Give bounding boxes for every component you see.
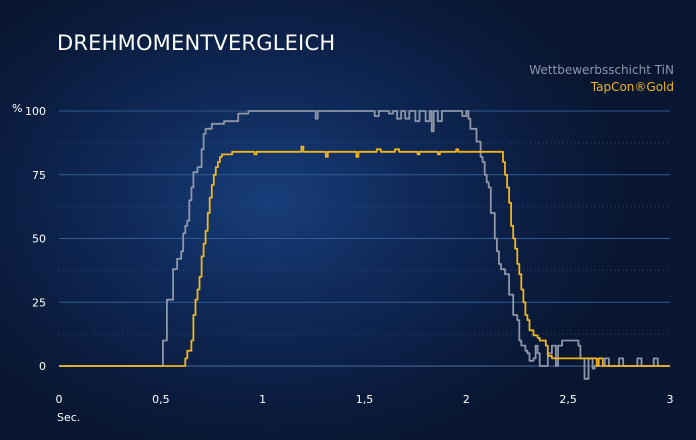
axis-labels: % Sec. 0 25 50 75 100 0 0,5 1 1,5 2 2,5 3 bbox=[12, 102, 674, 424]
x-tick-label: 3 bbox=[667, 393, 674, 406]
y-tick-label: 25 bbox=[32, 296, 46, 309]
series-line-tin bbox=[59, 110, 670, 380]
series-lines bbox=[59, 110, 670, 380]
grid bbox=[59, 110, 670, 367]
x-tick-label: 1,5 bbox=[356, 393, 374, 406]
chart-title: DREHMOMENTVERGLEICH bbox=[57, 31, 336, 55]
x-tick-label: 1 bbox=[259, 393, 266, 406]
y-tick-label: 75 bbox=[32, 169, 46, 182]
y-axis-label: % bbox=[12, 102, 22, 115]
x-axis-label: Sec. bbox=[57, 411, 80, 424]
y-tick-label: 100 bbox=[25, 105, 46, 118]
legend-item-tapcon-gold: TapCon®Gold bbox=[590, 80, 674, 94]
x-tick-label: 0,5 bbox=[152, 393, 170, 406]
x-tick-label: 2,5 bbox=[559, 393, 577, 406]
x-tick-label: 2 bbox=[463, 393, 470, 406]
y-tick-label: 0 bbox=[39, 360, 46, 373]
legend-item-tin: Wettbewerbsschicht TiN bbox=[529, 63, 674, 77]
y-tick-label: 50 bbox=[32, 233, 46, 246]
x-tick-label: 0 bbox=[56, 393, 63, 406]
series-line-tapcon-gold bbox=[59, 145, 670, 367]
chart-legend: Wettbewerbsschicht TiN TapCon®Gold bbox=[529, 62, 674, 96]
